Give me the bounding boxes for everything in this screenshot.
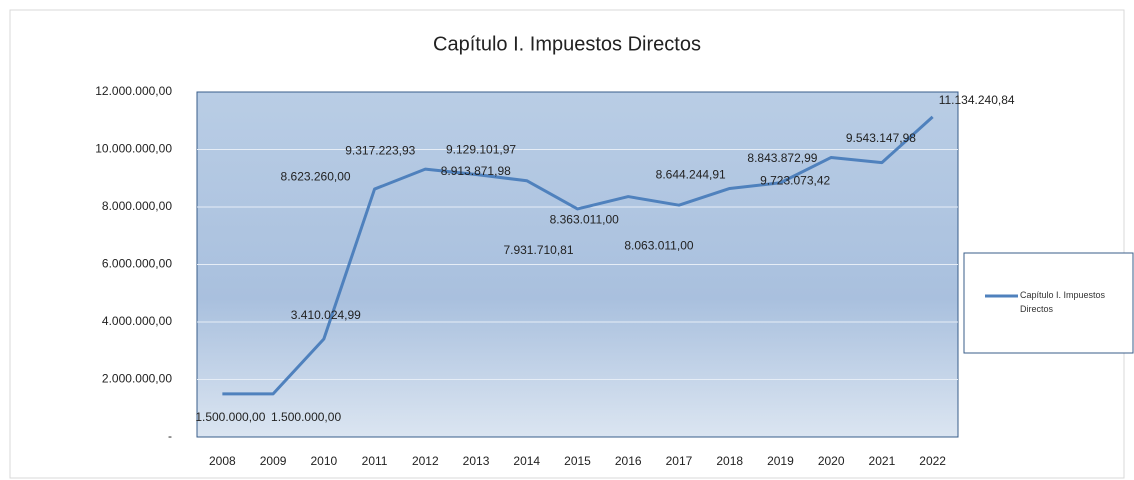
x-tick-label: 2022 bbox=[919, 454, 946, 468]
data-label: 8.913.871,98 bbox=[441, 164, 511, 178]
legend-label: Capítulo I. Impuestos Directos bbox=[1020, 290, 1106, 314]
data-label: 11.134.240,84 bbox=[939, 93, 1015, 107]
data-label: 8.363.011,00 bbox=[550, 213, 620, 227]
data-label: 8.063.011,00 bbox=[624, 238, 694, 252]
y-tick-label: - bbox=[168, 429, 172, 443]
data-label: 9.129.101,97 bbox=[446, 143, 516, 157]
x-tick-label: 2019 bbox=[767, 454, 794, 468]
x-tick-label: 2012 bbox=[412, 454, 439, 468]
data-label: 1.500.000,00 bbox=[271, 410, 341, 424]
x-tick-label: 2017 bbox=[666, 454, 693, 468]
x-tick-label: 2011 bbox=[362, 454, 388, 468]
x-tick-label: 2009 bbox=[260, 454, 287, 468]
data-label: 8.623.260,00 bbox=[281, 169, 351, 183]
x-tick-label: 2016 bbox=[615, 454, 642, 468]
x-tick-label: 2013 bbox=[463, 454, 490, 468]
y-tick-label: 10.000.000,00 bbox=[95, 142, 172, 156]
data-label: 9.543.147,98 bbox=[846, 131, 916, 145]
chart-title: Capítulo I. Impuestos Directos bbox=[433, 33, 701, 55]
data-label: 9.723.073,42 bbox=[760, 174, 830, 188]
x-tick-label: 2014 bbox=[513, 454, 540, 468]
series-line bbox=[222, 115, 934, 396]
data-label: 3.410.024,99 bbox=[291, 308, 361, 322]
x-tick-label: 2015 bbox=[564, 454, 591, 468]
x-tick-label: 2021 bbox=[869, 454, 896, 468]
x-tick-label: 2020 bbox=[818, 454, 845, 468]
y-tick-label: 6.000.000,00 bbox=[102, 257, 172, 271]
y-tick-label: 12.000.000,00 bbox=[95, 84, 172, 98]
x-tick-label: 2008 bbox=[209, 454, 236, 468]
data-label: 8.644.244,91 bbox=[656, 168, 726, 182]
y-tick-label: 2.000.000,00 bbox=[102, 372, 172, 386]
data-label: 1.500.000,00 bbox=[195, 410, 265, 424]
data-label: 8.843.872,99 bbox=[747, 151, 817, 165]
y-tick-label: 8.000.000,00 bbox=[102, 199, 172, 213]
y-tick-label: 4.000.000,00 bbox=[102, 314, 172, 328]
data-label: 7.931.710,81 bbox=[503, 243, 573, 257]
legend bbox=[963, 252, 1134, 354]
data-label: 9.317.223,93 bbox=[345, 143, 415, 157]
x-tick-label: 2018 bbox=[716, 454, 743, 468]
x-tick-label: 2010 bbox=[310, 454, 337, 468]
legend-label-box: Capítulo I. Impuestos Directos bbox=[1020, 290, 1106, 314]
